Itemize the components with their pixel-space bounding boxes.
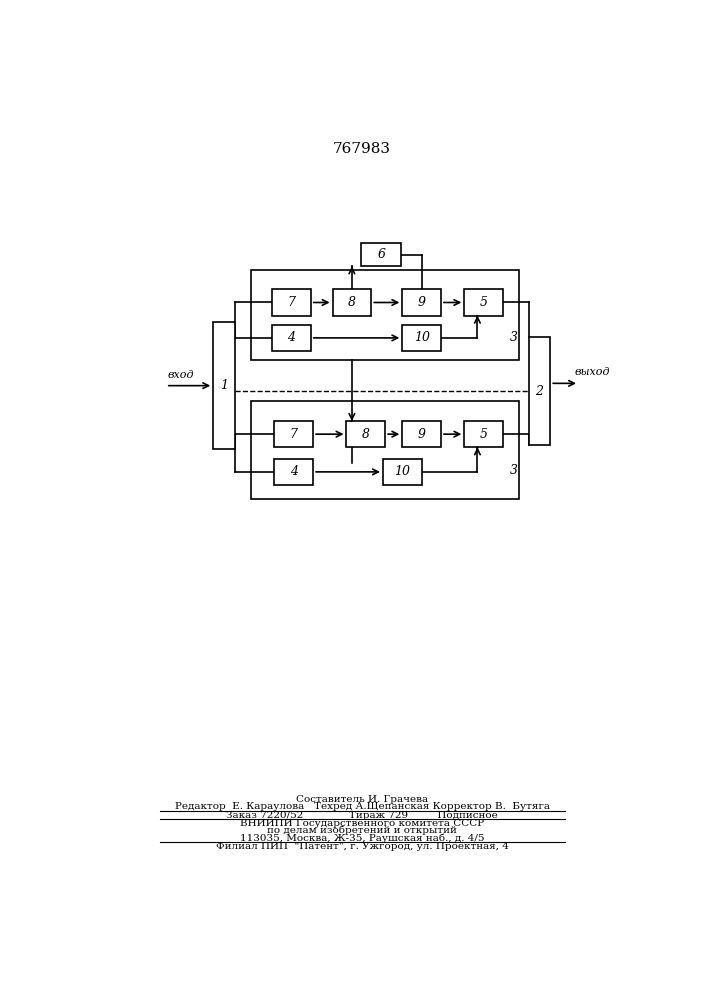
Text: 2: 2 bbox=[535, 385, 544, 398]
Text: 9: 9 bbox=[418, 296, 426, 309]
Bar bbox=[402, 421, 441, 447]
Text: 113035, Москва, Ж-35, Раушская наб., д. 4/5: 113035, Москва, Ж-35, Раушская наб., д. … bbox=[240, 834, 484, 843]
Bar bbox=[251, 401, 518, 499]
Bar bbox=[332, 289, 371, 316]
Bar bbox=[272, 325, 311, 351]
Bar bbox=[361, 243, 402, 266]
Text: 3: 3 bbox=[510, 464, 518, 477]
Text: 7: 7 bbox=[290, 428, 298, 441]
Text: Филиал ПИП  "Патент", г. Ужгород, ул. Проектная, 4: Филиал ПИП "Патент", г. Ужгород, ул. Про… bbox=[216, 842, 509, 851]
Text: выход: выход bbox=[574, 367, 610, 377]
Bar bbox=[272, 289, 311, 316]
Text: Составитель И. Грачева: Составитель И. Грачева bbox=[296, 795, 428, 804]
Bar bbox=[346, 421, 385, 447]
Text: Заказ 7220/52              Тираж 729         Подписное: Заказ 7220/52 Тираж 729 Подписное bbox=[226, 811, 498, 820]
Text: 767983: 767983 bbox=[333, 142, 391, 156]
Bar bbox=[464, 421, 503, 447]
Text: 9: 9 bbox=[418, 428, 426, 441]
Text: 1: 1 bbox=[220, 379, 228, 392]
Text: 6: 6 bbox=[378, 248, 385, 261]
Text: 5: 5 bbox=[479, 428, 488, 441]
Text: по делам изобретений и открытий: по делам изобретений и открытий bbox=[267, 826, 457, 835]
Text: 4: 4 bbox=[290, 465, 298, 478]
Bar bbox=[251, 270, 518, 360]
Bar bbox=[274, 459, 313, 485]
Bar bbox=[464, 289, 503, 316]
Text: 10: 10 bbox=[395, 465, 410, 478]
Text: 7: 7 bbox=[288, 296, 296, 309]
Text: 10: 10 bbox=[414, 331, 430, 344]
Bar bbox=[402, 289, 441, 316]
Text: 8: 8 bbox=[362, 428, 370, 441]
Bar bbox=[383, 459, 421, 485]
Text: 8: 8 bbox=[348, 296, 356, 309]
Bar bbox=[274, 421, 313, 447]
Bar bbox=[213, 322, 235, 449]
Bar bbox=[529, 337, 550, 445]
Text: 4: 4 bbox=[288, 331, 296, 344]
Text: вход: вход bbox=[168, 370, 194, 380]
Text: 3: 3 bbox=[510, 331, 518, 344]
Text: 5: 5 bbox=[479, 296, 488, 309]
Text: Редактор  Е. Караулова   Техред А.Щепанская Корректор В.  Бутяга: Редактор Е. Караулова Техред А.Щепанская… bbox=[175, 802, 550, 811]
Text: ВНИИПИ Государственного комитета СССР: ВНИИПИ Государственного комитета СССР bbox=[240, 819, 484, 828]
Bar bbox=[402, 325, 441, 351]
